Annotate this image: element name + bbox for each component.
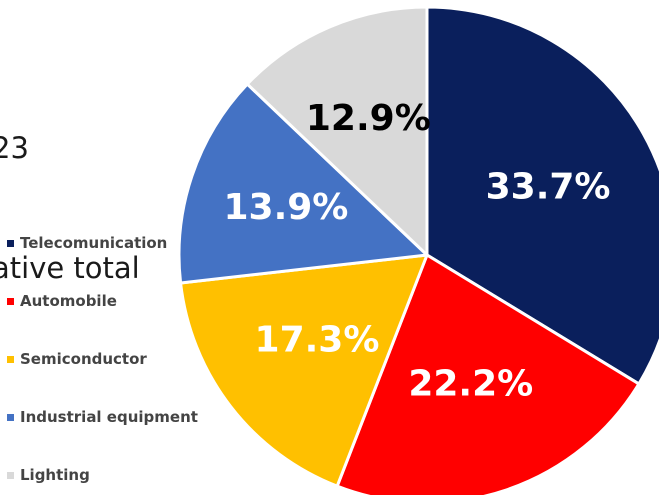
pie-slice-automobile — [335, 253, 641, 495]
slice-label-telecomunication: 33.7% — [486, 166, 611, 207]
chart-title: 23 ative total — [0, 48, 140, 368]
chart-title-line-2: ative total — [0, 251, 140, 285]
pie-slices — [177, 5, 659, 495]
slice-label-semiconductor: 17.3% — [255, 319, 380, 360]
pie-slice-semiconductor — [179, 253, 429, 488]
pie-labels: 33.7% 22.2% 17.3% 13.9% 12.9% — [223, 98, 610, 405]
chart-title-line-1: 23 — [0, 131, 29, 165]
pie-slice-lighting — [245, 5, 429, 257]
pie-slice-industrial-equipment — [177, 82, 429, 285]
slice-label-industrial-equipment: 13.9% — [223, 187, 348, 228]
slice-label-lighting: 12.9% — [306, 98, 431, 139]
slice-label-automobile: 22.2% — [408, 364, 533, 405]
